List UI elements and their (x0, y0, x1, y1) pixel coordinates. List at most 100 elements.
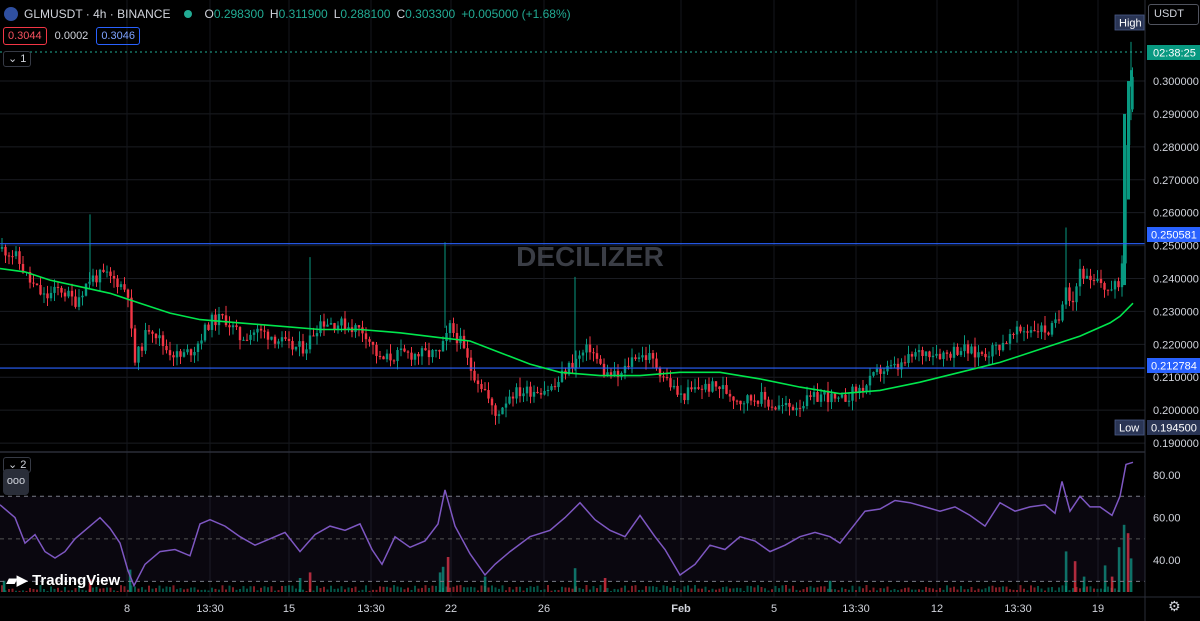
candle-body (214, 314, 217, 326)
candle-body (998, 344, 1001, 351)
volume-bar (253, 586, 255, 592)
volume-bar (8, 589, 10, 592)
volume-bar (963, 589, 966, 592)
indicator-menu-button[interactable]: ooo (3, 469, 29, 495)
candle-body (84, 283, 88, 296)
close-label: C (396, 7, 406, 21)
volume-bar (1019, 585, 1022, 592)
candle-body (623, 365, 627, 373)
candle-body (693, 387, 697, 390)
volume-bar (323, 586, 325, 592)
candle-body (399, 348, 403, 351)
volume-bar (1, 585, 3, 592)
candle-body (133, 328, 137, 363)
price-tick-label: 0.300000 (1153, 76, 1199, 88)
low-label: L (333, 7, 341, 21)
volume-bar (128, 569, 132, 592)
candle-body (655, 358, 658, 369)
low-marker-bg (1114, 419, 1145, 436)
candle-body (147, 330, 151, 332)
time-axis[interactable]: 8 13:30 15 13:30 22 26 Feb 5 13:30 12 13:30 19 (124, 603, 1104, 615)
candle-body (550, 386, 553, 391)
volume-bar (904, 587, 906, 592)
volume-bar (337, 588, 339, 592)
volume-bar (694, 585, 696, 592)
volume-bar (169, 586, 171, 592)
candle-body (42, 293, 46, 295)
open-label: O (204, 7, 214, 21)
volume-bar (848, 589, 850, 592)
volume-bar (788, 588, 791, 592)
candle-body (578, 355, 581, 359)
volume-bar (571, 588, 574, 592)
volume-bar (911, 589, 913, 592)
volume-bar (221, 585, 224, 592)
candle-body (417, 354, 420, 357)
candle-body (126, 289, 130, 298)
brand-name: TradingView (32, 571, 121, 589)
volume-bar (351, 588, 353, 592)
candle-body (732, 396, 735, 401)
candle-body (917, 350, 921, 353)
volume-bar (827, 588, 829, 592)
volume-bar (662, 585, 665, 592)
candle-body (679, 393, 683, 395)
candle-body (1103, 283, 1106, 290)
candle-body (714, 381, 718, 387)
candle-body (137, 346, 140, 363)
volume-bar (676, 588, 679, 592)
volume-bar (879, 588, 882, 592)
volume-bar (508, 587, 511, 592)
symbol-title[interactable]: GLMUSDT · 4h · BINANCE (24, 7, 171, 21)
volume-bar (1093, 588, 1095, 592)
volume-bar (683, 586, 686, 592)
volume-bar (753, 587, 756, 592)
candle-body (179, 351, 182, 357)
sell-button[interactable]: 0.3044 (3, 27, 47, 45)
pane-1-toggle[interactable]: ⌄ 1 (3, 51, 32, 67)
time-tick-label: 19 (1092, 603, 1104, 615)
volume-bar (652, 586, 654, 592)
volume-bar (956, 589, 959, 592)
candle-body (210, 314, 214, 330)
candle-body (1001, 342, 1005, 351)
volume-bar (1044, 590, 1046, 592)
buy-button[interactable]: 0.3046 (96, 27, 140, 45)
watermark: DECILIZER (516, 241, 664, 272)
price-axis[interactable]: 0.300000 0.290000 0.280000 0.270000 0.260000… (1153, 76, 1199, 450)
candle-body (641, 355, 644, 358)
volume-bar (1051, 587, 1053, 592)
volume-bar (473, 587, 476, 592)
volume-bar (1107, 586, 1109, 592)
volume-bar (295, 588, 297, 592)
volume-bar (872, 587, 875, 592)
volume-bar (393, 585, 395, 592)
horizontal-lines[interactable] (0, 243, 1145, 369)
volume-bar (190, 587, 192, 592)
candle-body (616, 370, 620, 377)
candle-body (1078, 268, 1082, 287)
volume-bar (71, 590, 73, 592)
volume-bar (1126, 533, 1130, 592)
volume-bar (308, 572, 312, 592)
volume-bar (120, 585, 122, 592)
currency-select[interactable]: USDT (1148, 4, 1199, 25)
currency-label: USDT (1154, 8, 1184, 20)
volume-bar (421, 587, 423, 592)
volume-bar (690, 588, 693, 592)
volume-bar (123, 586, 126, 592)
candle-body (221, 313, 224, 316)
volume-bar (550, 590, 553, 592)
price-tick-label: 0.230000 (1153, 306, 1199, 318)
candle-body (847, 400, 851, 402)
volume-bar (239, 588, 241, 592)
candle-body (739, 400, 742, 405)
volume-bar (260, 587, 262, 592)
volume-bar (246, 588, 248, 592)
volume-bar (1089, 586, 1092, 592)
volume-bar (967, 589, 969, 592)
candle-body (525, 386, 529, 394)
candle-body (725, 385, 728, 394)
gear-icon[interactable]: ⚙ (1168, 598, 1181, 614)
